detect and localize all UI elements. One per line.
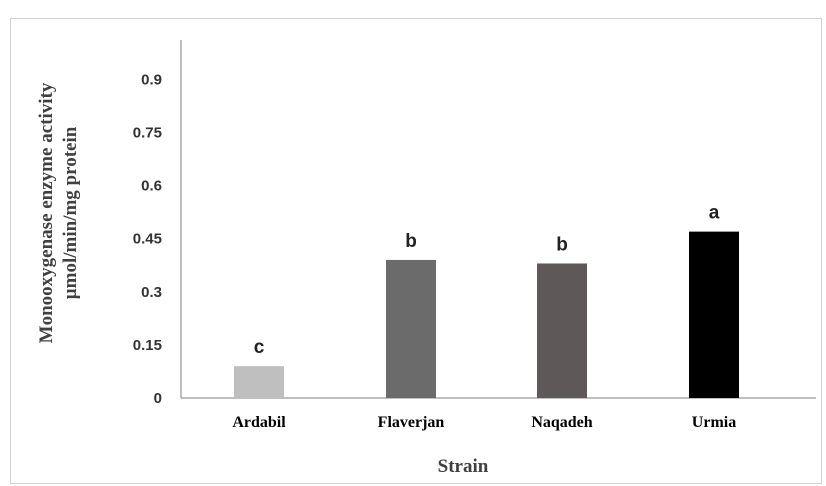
bar-naqadeh — [537, 263, 587, 398]
category-label: Flaverjan — [378, 414, 445, 431]
category-label: Naqadeh — [531, 414, 592, 431]
y-tick-labels: 0 0.15 0.3 0.45 0.6 0.75 0.9 — [133, 71, 162, 407]
category-label: Ardabil — [232, 414, 286, 431]
significance-letter: c — [254, 337, 265, 358]
bar-ardabil — [234, 366, 284, 398]
chart-frame — [10, 18, 822, 484]
y-tick-label: 0.45 — [133, 231, 162, 248]
y-tick-label: 0.15 — [133, 337, 162, 354]
significance-letter: b — [556, 234, 568, 255]
y-tick-label: 0.3 — [141, 284, 162, 301]
y-tick-label: 0.6 — [141, 178, 162, 195]
y-axis-title-line2: µmol/min/mg protein — [60, 126, 81, 299]
x-axis-title: Strain — [438, 456, 489, 477]
category-labels: Ardabil Flaverjan Naqadeh Urmia — [232, 414, 736, 431]
y-axis-title-line1: Monooxygenase enzyme activity — [36, 82, 57, 343]
y-tick-label: 0 — [154, 390, 162, 407]
category-label: Urmia — [692, 414, 736, 431]
y-tick-label: 0.9 — [141, 71, 162, 88]
significance-letter: a — [709, 203, 720, 224]
significance-letters: c b b a — [254, 203, 720, 359]
bar-urmia — [689, 231, 739, 398]
significance-letter: b — [405, 231, 417, 252]
bars — [234, 231, 739, 398]
bar-flaverjan — [386, 259, 436, 398]
y-tick-label: 0.75 — [133, 125, 162, 142]
